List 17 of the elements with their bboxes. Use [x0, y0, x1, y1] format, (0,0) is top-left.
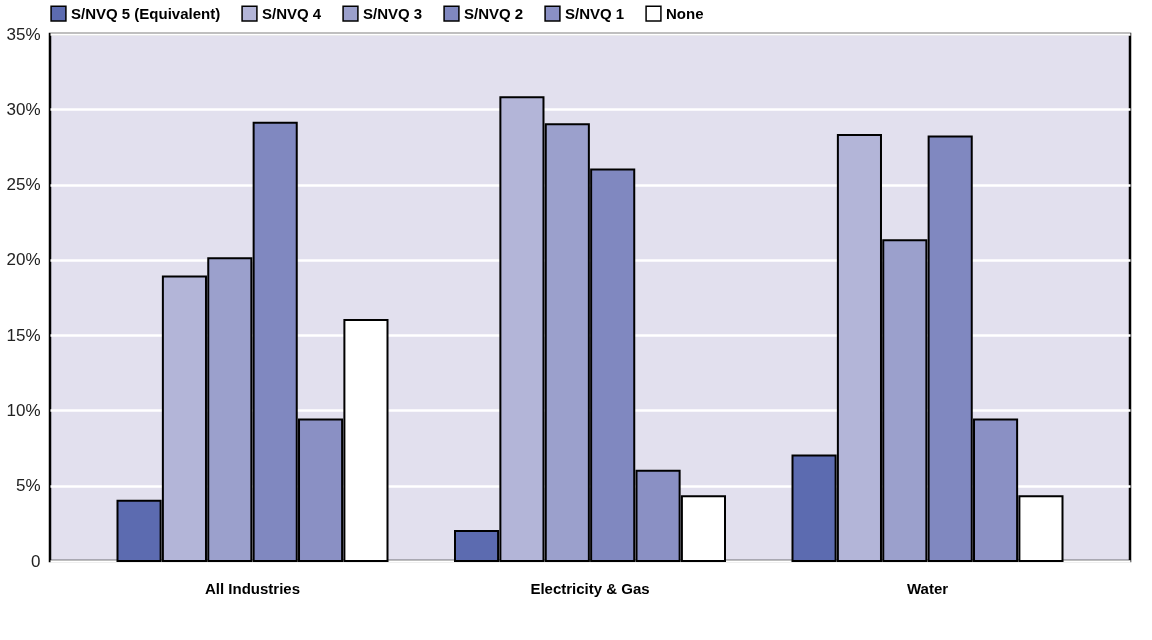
y-tick-label: 10%	[6, 400, 41, 420]
x-tick-label: Water	[906, 579, 949, 597]
legend-label: S/NVQ 2	[464, 4, 524, 22]
y-tick-label: 15%	[6, 325, 41, 345]
legend-label: S/NVQ 4	[262, 4, 322, 22]
y-tick-label: 5%	[15, 476, 41, 496]
x-tick-label: Electricity & Gas	[530, 579, 650, 597]
legend-label: S/NVQ 5 (Equivalent)	[71, 4, 221, 22]
y-tick-label: 20%	[6, 250, 41, 270]
legend-label: S/NVQ 1	[565, 4, 625, 22]
y-tick-label: 35%	[6, 24, 41, 44]
legend-label: None	[666, 4, 704, 22]
legend-label: S/NVQ 3	[363, 4, 423, 22]
y-tick-label: 0	[31, 551, 41, 571]
y-tick-label: 30%	[6, 99, 41, 119]
y-tick-label: 25%	[6, 175, 41, 195]
x-tick-label: All Industries	[204, 579, 301, 597]
